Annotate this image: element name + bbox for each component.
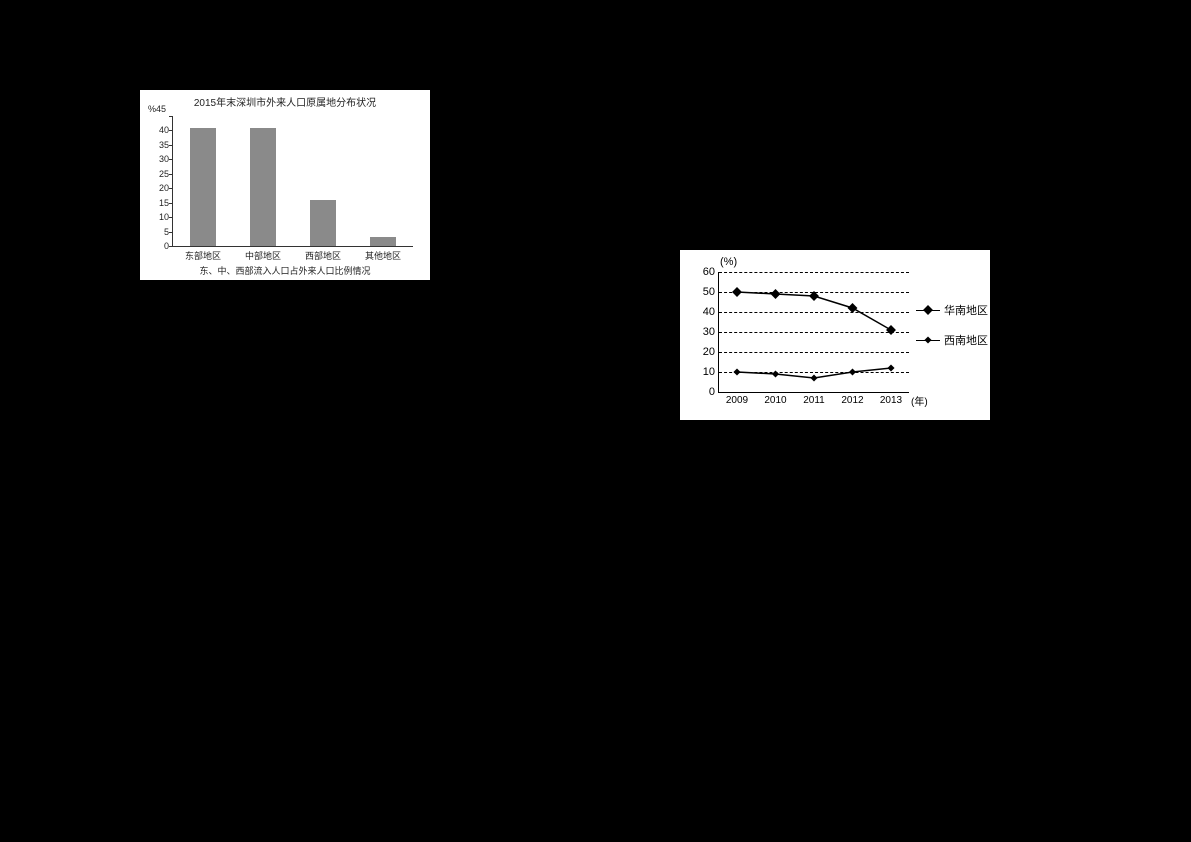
bar-y-tick — [169, 145, 173, 146]
series-marker — [733, 368, 740, 375]
bar-y-tick — [169, 130, 173, 131]
legend-label: 西南地区 — [944, 332, 988, 348]
line-chart-y-unit: (%) — [720, 256, 737, 268]
bar-y-tick-label: 35 — [159, 140, 169, 150]
bar-y-tick-label: 20 — [159, 183, 169, 193]
bar-y-tick — [169, 116, 173, 117]
legend-label: 华南地区 — [944, 302, 988, 318]
bar-chart-title: 2015年末深圳市外来人口原属地分布状况 — [140, 90, 430, 109]
series-marker — [809, 291, 819, 301]
bar-y-tick-label: 0 — [164, 241, 169, 251]
line-x-label: 2009 — [726, 395, 748, 406]
bar — [250, 128, 276, 246]
line-y-tick-label: 0 — [709, 386, 715, 398]
legend-item: 西南地区 — [916, 332, 988, 348]
bar — [370, 237, 396, 246]
bar-y-tick — [169, 217, 173, 218]
bar-y-tick — [169, 174, 173, 175]
series-marker — [771, 289, 781, 299]
series-marker — [810, 374, 817, 381]
legend-marker-icon — [916, 305, 940, 315]
bar-y-tick — [169, 188, 173, 189]
bar — [190, 128, 216, 246]
bar-y-tick — [169, 203, 173, 204]
bar-y-tick-label: 10 — [159, 212, 169, 222]
line-x-label: 2012 — [841, 395, 863, 406]
line-x-label: 2010 — [764, 395, 786, 406]
bar-y-tick-label: 5 — [164, 227, 169, 237]
series-marker — [732, 287, 742, 297]
bar-x-label: 中部地区 — [239, 249, 287, 262]
bar-chart-plot-area: 0510152025303540东部地区中部地区西部地区其他地区 — [172, 116, 413, 247]
bar-y-tick-label: 40 — [159, 125, 169, 135]
bar-chart-subtitle: 东、中、西部流入人口占外来人口比例情况 — [140, 264, 430, 277]
series-marker — [848, 303, 858, 313]
bar-x-label: 其他地区 — [359, 249, 407, 262]
line-chart-x-axis-label: (年) — [911, 393, 928, 408]
line-chart-panel: (%) (年) 01020304050602009201020112012201… — [680, 250, 990, 420]
bar-y-tick-label: 25 — [159, 169, 169, 179]
line-x-label: 2013 — [880, 395, 902, 406]
line-y-tick-label: 60 — [703, 266, 715, 278]
bar — [310, 200, 336, 246]
bar-y-tick-label: 15 — [159, 198, 169, 208]
bar-chart-panel: 2015年末深圳市外来人口原属地分布状况 %45 051015202530354… — [140, 90, 430, 280]
bar-x-label: 西部地区 — [299, 249, 347, 262]
legend-marker-icon — [916, 335, 940, 345]
bar-y-tick — [169, 232, 173, 233]
line-y-tick-label: 50 — [703, 286, 715, 298]
line-y-tick-label: 40 — [703, 306, 715, 318]
bar-x-label: 东部地区 — [179, 249, 227, 262]
series-marker — [887, 364, 894, 371]
bar-y-tick-label: 30 — [159, 154, 169, 164]
line-series-svg — [719, 272, 909, 392]
line-chart-legend: 华南地区西南地区 — [916, 302, 988, 362]
line-x-label: 2011 — [803, 395, 825, 406]
line-y-tick-label: 20 — [703, 346, 715, 358]
bar-chart-y-unit: %45 — [148, 104, 166, 114]
line-y-tick-label: 30 — [703, 326, 715, 338]
legend-item: 华南地区 — [916, 302, 988, 318]
series-marker — [849, 368, 856, 375]
series-marker — [886, 325, 896, 335]
bar-y-tick — [169, 159, 173, 160]
line-y-tick-label: 10 — [703, 366, 715, 378]
series-marker — [772, 370, 779, 377]
bar-y-tick — [169, 246, 173, 247]
line-chart-plot-area: (年) 010203040506020092010201120122013 — [718, 272, 909, 393]
